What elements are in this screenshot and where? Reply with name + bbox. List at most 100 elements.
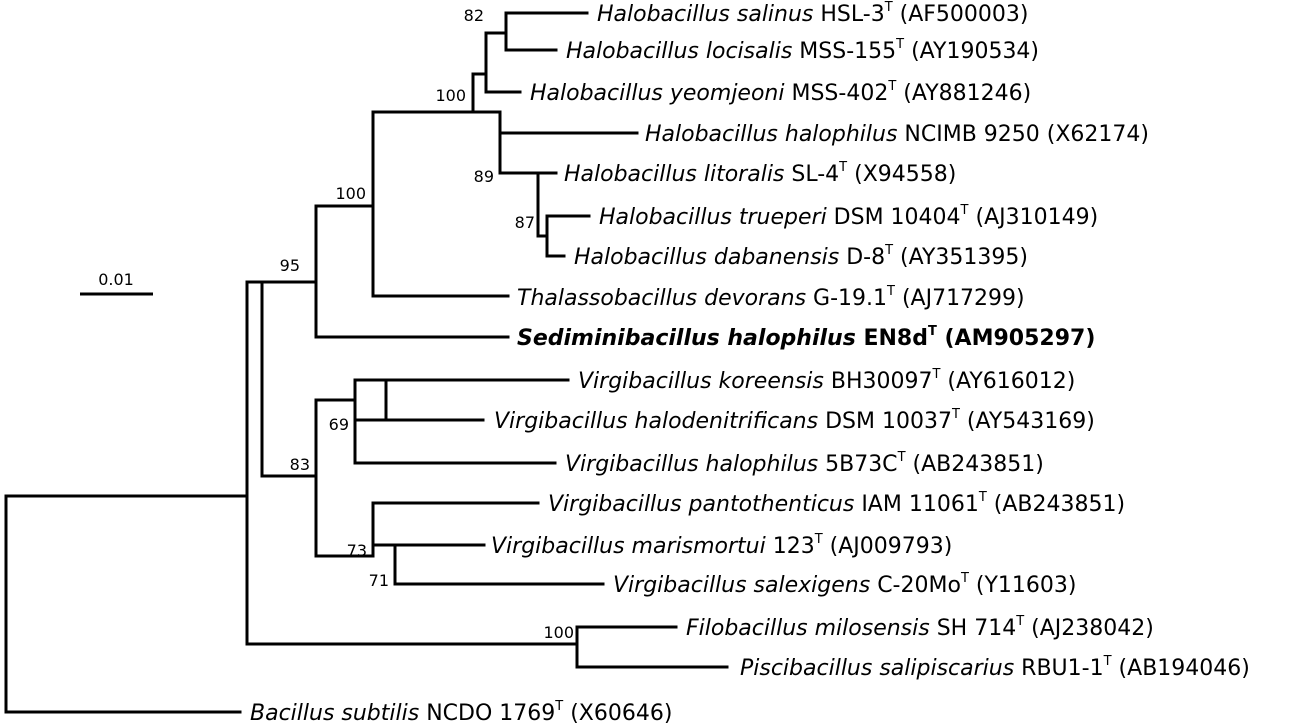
taxon-label: Sediminibacillus halophilus EN8dT (AM905… xyxy=(517,324,1095,351)
bootstrap-value: 100 xyxy=(335,184,366,203)
strain-name: HSL-3 xyxy=(813,2,884,27)
bootstrap-value: 100 xyxy=(543,623,574,642)
type-strain-marker: T xyxy=(886,284,895,299)
accession-number: (AB243851) xyxy=(987,492,1125,517)
accession-number: (AF500003) xyxy=(893,2,1029,27)
type-strain-marker: T xyxy=(897,450,906,465)
accession-number: (AJ310149) xyxy=(969,205,1099,230)
type-strain-marker: T xyxy=(887,79,896,94)
species-name: Virgibacillus pantothenticus xyxy=(548,492,854,517)
accession-number: (AM905297) xyxy=(937,326,1096,351)
taxon-label: Piscibacillus salipiscarius RBU1-1T (AB1… xyxy=(740,654,1250,681)
species-name: Filobacillus milosensis xyxy=(686,616,930,641)
taxon-label: Halobacillus trueperi DSM 10404T (AJ3101… xyxy=(599,203,1098,230)
species-name: Sediminibacillus halophilus xyxy=(517,326,856,351)
species-name: Virgibacillus salexigens xyxy=(613,573,870,598)
accession-number: (AB194046) xyxy=(1112,656,1250,681)
strain-name: IAM 11061 xyxy=(854,492,979,517)
bootstrap-value: 95 xyxy=(280,256,300,275)
taxon-label: Virgibacillus marismortui 123T (AJ009793… xyxy=(491,532,952,559)
taxon-label: Virgibacillus halophilus 5B73CT (AB24385… xyxy=(565,450,1044,477)
type-strain-marker: T xyxy=(931,367,940,382)
strain-name: BH30097 xyxy=(824,369,933,394)
strain-name: RBU1-1 xyxy=(1014,656,1103,681)
accession-number: (AB243851) xyxy=(906,452,1044,477)
accession-number: (AY543169) xyxy=(960,409,1095,434)
species-name: Virgibacillus marismortui xyxy=(491,534,766,559)
type-strain-marker: T xyxy=(838,160,847,175)
bootstrap-value: 100 xyxy=(435,86,466,105)
species-name: Bacillus subtilis xyxy=(250,701,419,724)
taxon-labels: Halobacillus salinus HSL-3T (AF500003)Ha… xyxy=(250,0,1250,724)
species-name: Virgibacillus koreensis xyxy=(578,369,824,394)
type-strain-marker: T xyxy=(1015,614,1024,629)
strain-name: SH 714 xyxy=(930,616,1017,641)
strain-name: 123 xyxy=(766,534,815,559)
species-name: Piscibacillus salipiscarius xyxy=(740,656,1014,681)
species-name: Virgibacillus halophilus xyxy=(565,452,818,477)
accession-number: (Y11603) xyxy=(969,573,1077,598)
bootstrap-value: 73 xyxy=(347,541,367,560)
taxon-label: Filobacillus milosensis SH 714T (AJ23804… xyxy=(686,614,1154,641)
accession-number: (AJ238042) xyxy=(1024,616,1154,641)
accession-number: (AJ009793) xyxy=(823,534,953,559)
bootstrap-value: 71 xyxy=(369,571,389,590)
strain-name: EN8d xyxy=(856,326,928,351)
strain-name: MSS-402 xyxy=(784,81,888,106)
taxon-label: Halobacillus litoralis SL-4T (X94558) xyxy=(564,160,956,187)
species-name: Thalassobacillus devorans xyxy=(517,286,806,311)
species-name: Halobacillus halophilus xyxy=(645,122,897,147)
accession-number: (AY616012) xyxy=(940,369,1075,394)
accession-number: (AY881246) xyxy=(896,81,1031,106)
taxon-label: Virgibacillus pantothenticus IAM 11061T … xyxy=(548,490,1125,517)
type-strain-marker: T xyxy=(978,490,987,505)
type-strain-marker: T xyxy=(960,203,969,218)
strain-name: D-8 xyxy=(839,245,885,270)
type-strain-marker: T xyxy=(895,37,904,52)
bootstrap-value: 87 xyxy=(515,213,535,232)
type-strain-marker: T xyxy=(884,243,893,258)
accession-number: (X60646) xyxy=(563,701,672,724)
accession-number: (AJ717299) xyxy=(895,286,1025,311)
bootstrap-value: 83 xyxy=(290,455,310,474)
species-name: Halobacillus litoralis xyxy=(564,162,784,187)
bootstrap-value: 82 xyxy=(464,6,484,25)
taxon-label: Halobacillus yeomjeoni MSS-402T (AY88124… xyxy=(530,79,1031,106)
strain-name: DSM 10404 xyxy=(827,205,961,230)
strain-name: NCIMB 9250 xyxy=(897,122,1039,147)
strain-name: G-19.1 xyxy=(806,286,887,311)
bootstrap-value: 89 xyxy=(474,167,494,186)
type-strain-marker: T xyxy=(814,532,823,547)
taxon-label: Bacillus subtilis NCDO 1769T (X60646) xyxy=(250,699,672,724)
type-strain-marker: T xyxy=(951,407,960,422)
taxon-label: Virgibacillus halodenitrificans DSM 1003… xyxy=(494,407,1095,434)
strain-name: MSS-155 xyxy=(792,39,896,64)
accession-number: (X94558) xyxy=(847,162,956,187)
accession-number: (AY190534) xyxy=(904,39,1039,64)
taxon-label: Halobacillus halophilus NCIMB 9250 (X621… xyxy=(645,122,1149,147)
tree-branches xyxy=(4,11,729,714)
species-name: Halobacillus yeomjeoni xyxy=(530,81,784,106)
species-name: Halobacillus locisalis xyxy=(566,39,792,64)
taxon-label: Virgibacillus koreensis BH30097T (AY6160… xyxy=(578,367,1075,394)
type-strain-marker: T xyxy=(554,699,563,714)
bootstrap-value: 69 xyxy=(329,415,349,434)
type-strain-marker: T xyxy=(1103,654,1112,669)
accession-number: (X62174) xyxy=(1040,122,1149,147)
type-strain-marker: T xyxy=(928,324,937,339)
scale-bar-label: 0.01 xyxy=(98,270,134,289)
taxon-label: Virgibacillus salexigens C-20MoT (Y11603… xyxy=(613,571,1076,598)
taxon-label: Halobacillus locisalis MSS-155T (AY19053… xyxy=(566,37,1039,64)
species-name: Virgibacillus halodenitrificans xyxy=(494,409,818,434)
taxon-label: Thalassobacillus devorans G-19.1T (AJ717… xyxy=(517,284,1025,311)
species-name: Halobacillus trueperi xyxy=(599,205,827,230)
species-name: Halobacillus dabanensis xyxy=(574,245,839,270)
strain-name: DSM 10037 xyxy=(818,409,952,434)
species-name: Halobacillus salinus xyxy=(597,2,813,27)
strain-name: SL-4 xyxy=(784,162,839,187)
strain-name: NCDO 1769 xyxy=(419,701,555,724)
taxon-label: Halobacillus salinus HSL-3T (AF500003) xyxy=(597,0,1029,27)
